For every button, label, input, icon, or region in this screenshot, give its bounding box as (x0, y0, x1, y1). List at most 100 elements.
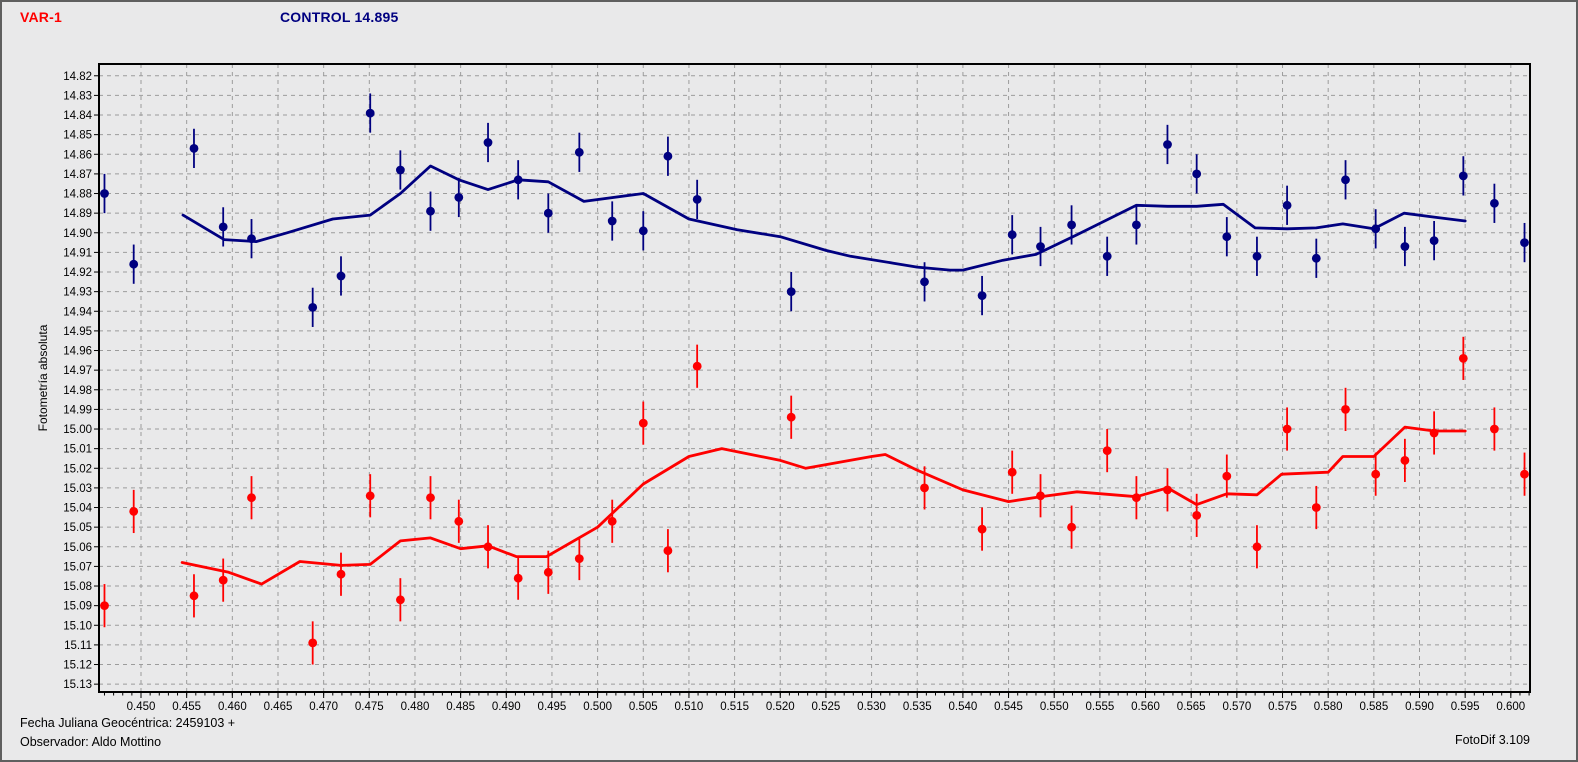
svg-text:15.11: 15.11 (64, 640, 92, 652)
svg-text:0.455: 0.455 (172, 701, 201, 713)
svg-text:0.555: 0.555 (1085, 701, 1114, 713)
footer-notes: Fecha Juliana Geocéntrica: 2459103 + Obs… (20, 714, 235, 752)
var1-point (1458, 354, 1468, 363)
control-point (1036, 242, 1045, 251)
svg-text:0.495: 0.495 (538, 701, 567, 713)
var1-point (638, 418, 648, 428)
series-label-var1: VAR-1 (20, 9, 62, 25)
var1-point (100, 601, 109, 610)
svg-text:15.01: 15.01 (63, 444, 92, 456)
svg-text:14.89: 14.89 (63, 208, 92, 220)
svg-text:14.95: 14.95 (63, 326, 92, 338)
control-data-points (100, 108, 1529, 312)
svg-text:15.00: 15.00 (63, 424, 92, 436)
svg-text:14.94: 14.94 (63, 306, 92, 318)
control-point (977, 291, 987, 300)
var1-point (1490, 424, 1499, 434)
svg-text:0.565: 0.565 (1177, 701, 1206, 713)
control-point (336, 271, 346, 281)
svg-text:0.560: 0.560 (1131, 701, 1160, 713)
svg-text:14.87: 14.87 (63, 169, 92, 181)
control-point (308, 303, 318, 312)
y-axis-title: Fotometría absoluta (36, 324, 50, 431)
control-point (638, 226, 648, 236)
var1-point (336, 569, 346, 579)
control-point (218, 222, 228, 232)
control-point (129, 259, 139, 269)
svg-text:0.600: 0.600 (1496, 701, 1525, 713)
control-point (396, 165, 405, 175)
var1-point (365, 491, 375, 501)
svg-text:14.83: 14.83 (63, 90, 92, 102)
var1-point (663, 546, 673, 556)
svg-text:0.570: 0.570 (1222, 701, 1251, 713)
svg-text:14.85: 14.85 (63, 130, 92, 142)
control-point (247, 234, 256, 244)
svg-text:0.540: 0.540 (949, 701, 978, 713)
series-label-control: CONTROL 14.895 (280, 9, 399, 25)
svg-text:0.475: 0.475 (355, 701, 384, 713)
control-point (483, 138, 493, 147)
var1-point (483, 542, 493, 552)
control-point (607, 216, 617, 226)
svg-text:0.590: 0.590 (1405, 701, 1434, 713)
svg-text:0.515: 0.515 (720, 701, 749, 713)
control-point (426, 206, 435, 216)
control-point (1252, 251, 1262, 261)
var1-point (396, 595, 405, 605)
svg-text:0.520: 0.520 (766, 701, 795, 713)
svg-text:0.505: 0.505 (629, 701, 658, 713)
var1-point (1252, 542, 1262, 552)
var1-point (920, 483, 929, 493)
svg-text:14.86: 14.86 (63, 149, 92, 161)
svg-text:15.02: 15.02 (63, 463, 92, 475)
var1-point (1007, 467, 1017, 477)
svg-text:0.530: 0.530 (857, 701, 886, 713)
control-point (1311, 253, 1321, 263)
svg-text:15.03: 15.03 (63, 483, 92, 495)
control-point (543, 208, 553, 218)
svg-text:14.91: 14.91 (63, 247, 92, 259)
control-point (574, 147, 584, 157)
var1-point (1282, 424, 1292, 434)
svg-text:0.525: 0.525 (812, 701, 841, 713)
control-point (1341, 175, 1350, 185)
control-point (1192, 169, 1202, 179)
control-point (920, 277, 929, 287)
svg-text:0.470: 0.470 (309, 701, 338, 713)
svg-text:0.575: 0.575 (1268, 701, 1297, 713)
svg-text:14.82: 14.82 (63, 71, 92, 83)
control-point (1458, 171, 1468, 181)
var1-point (129, 507, 139, 516)
svg-text:14.97: 14.97 (63, 365, 92, 377)
app-version-label: FotoDif 3.109 (1454, 733, 1530, 747)
var1-point (1520, 469, 1529, 479)
svg-text:14.84: 14.84 (63, 110, 92, 122)
control-point (1102, 251, 1112, 261)
var1-point (454, 516, 464, 526)
var1-point (247, 493, 256, 503)
svg-text:0.480: 0.480 (401, 701, 430, 713)
svg-text:0.510: 0.510 (675, 701, 704, 713)
svg-text:15.07: 15.07 (63, 561, 92, 573)
var1-point (1429, 428, 1439, 438)
var1-data-points (100, 354, 1529, 648)
plot-frame (98, 63, 1531, 693)
svg-text:15.09: 15.09 (63, 601, 92, 613)
svg-text:0.465: 0.465 (264, 701, 293, 713)
var1-point (574, 554, 584, 563)
control-point (1520, 238, 1529, 248)
var1-point (1371, 469, 1381, 479)
svg-text:0.485: 0.485 (446, 701, 475, 713)
var1-point (308, 638, 318, 648)
control-point (786, 287, 796, 296)
svg-text:0.580: 0.580 (1314, 701, 1343, 713)
svg-text:14.99: 14.99 (63, 404, 92, 416)
var1-point (977, 524, 987, 534)
svg-text:0.585: 0.585 (1359, 701, 1388, 713)
svg-text:0.535: 0.535 (903, 701, 932, 713)
svg-text:0.490: 0.490 (492, 701, 521, 713)
svg-text:15.06: 15.06 (63, 542, 92, 554)
